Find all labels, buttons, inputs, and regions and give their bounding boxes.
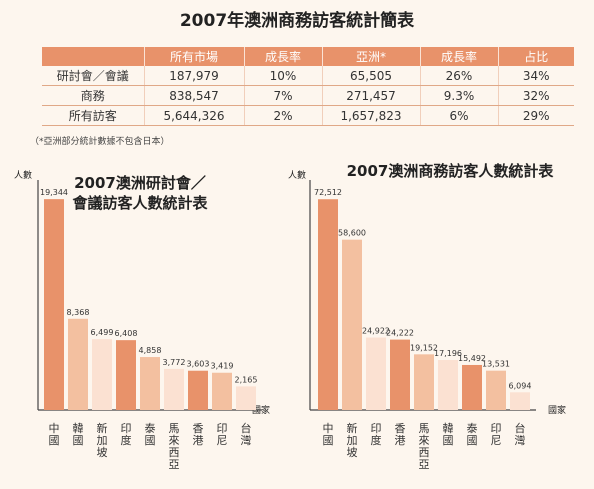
bar-7 — [462, 364, 482, 410]
data-label: 8,368 — [67, 308, 90, 317]
table-header-cell: 所有市場 — [144, 47, 245, 66]
y-axis-label: 人數 — [288, 169, 306, 181]
table-cell: 29% — [498, 105, 574, 126]
meetings-visitor-chart: 2007澳洲研討會／會議訪客人數統計表人數國家19,344中國8,368韓國6,… — [14, 169, 270, 471]
data-label: 6,094 — [509, 381, 532, 390]
data-label: 6,408 — [115, 329, 138, 338]
table-row: 研討會／會議 187,979 10% 65,505 26% 34% — [42, 66, 574, 86]
summary-table: 所有市場 成長率 亞洲* 成長率 占比 研討會／會議 187,979 10% 6… — [42, 47, 574, 126]
category-label: 香港 — [395, 422, 406, 447]
table-cell: 2% — [244, 105, 323, 126]
bar-1 — [318, 199, 338, 410]
data-label: 3,603 — [187, 360, 210, 369]
bar-5 — [414, 354, 434, 410]
data-label: 19,152 — [410, 343, 438, 352]
bar-2 — [342, 239, 362, 410]
table-row-label: 商務 — [42, 85, 145, 106]
chart-title: 2007澳洲商務訪客人數統計表 — [347, 162, 555, 180]
data-label: 24,222 — [386, 329, 414, 338]
bar-8 — [212, 372, 232, 410]
bar-6 — [438, 360, 458, 410]
category-label: 香港 — [193, 422, 204, 447]
chart-title: 會議訪客人數統計表 — [72, 194, 208, 212]
data-label: 19,344 — [40, 188, 68, 197]
table-cell: 271,457 — [322, 85, 421, 106]
table-header-cell — [42, 47, 145, 66]
data-label: 24,922 — [362, 327, 390, 336]
data-label: 58,600 — [338, 229, 366, 238]
category-label: 中國 — [323, 422, 334, 447]
table-header-cell: 成長率 — [244, 47, 323, 66]
table-cell: 838,547 — [144, 85, 245, 106]
category-label: 馬來西亞 — [419, 422, 430, 471]
bar-6 — [164, 368, 184, 410]
category-label: 台灣 — [241, 421, 252, 447]
table-cell: 9.3% — [420, 85, 499, 106]
category-label: 泰國 — [467, 421, 478, 447]
chart-title: 2007澳洲研討會／ — [74, 174, 206, 192]
table-cell: 7% — [244, 85, 323, 106]
data-label: 72,512 — [314, 188, 342, 197]
summary-title: 2007年澳洲商務訪客統計簡表 — [179, 11, 415, 31]
category-label: 台灣 — [515, 421, 526, 447]
table-cell: 1,657,823 — [322, 105, 421, 126]
category-label: 印度 — [121, 422, 132, 447]
data-label: 17,196 — [434, 349, 462, 358]
table-cell: 187,979 — [144, 66, 245, 86]
table-footnote: （*亞洲部分統計數據不包含日本） — [30, 137, 170, 147]
category-label: 泰國 — [145, 421, 156, 447]
bar-3 — [92, 339, 112, 410]
table-header-cell: 占比 — [498, 47, 574, 66]
category-label: 韓國 — [443, 422, 454, 447]
category-label: 新加坡 — [97, 421, 108, 459]
data-label: 3,772 — [163, 358, 186, 367]
category-label: 印尼 — [491, 422, 502, 447]
data-label: 4,858 — [139, 346, 162, 355]
category-label: 韓國 — [73, 422, 84, 447]
bar-9 — [510, 392, 530, 410]
x-axis-label: 國家 — [548, 404, 566, 416]
table-cell: 26% — [420, 66, 499, 86]
table-cell: 6% — [420, 105, 499, 126]
table-cell: 5,644,326 — [144, 105, 245, 126]
category-label: 印尼 — [217, 422, 228, 447]
bar-4 — [116, 340, 136, 410]
bar-9 — [236, 386, 256, 410]
table-cell: 65,505 — [322, 66, 421, 86]
bar-1 — [44, 199, 64, 410]
category-label: 馬來西亞 — [169, 422, 180, 471]
category-label: 印度 — [371, 422, 382, 447]
bar-3 — [366, 337, 386, 410]
y-axis-label: 人數 — [14, 169, 32, 181]
table-header-cell: 成長率 — [420, 47, 499, 66]
category-label: 新加坡 — [347, 421, 358, 459]
bar-7 — [188, 370, 208, 410]
table-cell: 32% — [498, 85, 574, 106]
data-label: 2,165 — [235, 375, 258, 384]
table-header-cell: 亞洲* — [322, 47, 421, 66]
table-cell: 34% — [498, 66, 574, 86]
table-row: 商務 838,547 7% 271,457 9.3% 32% — [42, 85, 574, 106]
category-label: 中國 — [49, 422, 60, 447]
bar-4 — [390, 339, 410, 410]
data-label: 3,419 — [211, 362, 234, 371]
data-label: 13,531 — [482, 360, 510, 369]
table-row: 所有訪客 5,644,326 2% 1,657,823 6% 29% — [42, 105, 574, 126]
bar-8 — [486, 370, 506, 410]
bar-2 — [68, 318, 88, 410]
data-label: 15,492 — [458, 354, 486, 363]
table-cell: 10% — [244, 66, 323, 86]
data-label: 6,499 — [91, 328, 114, 337]
table-row-label: 所有訪客 — [42, 105, 145, 126]
bar-5 — [140, 357, 160, 410]
table-header-row: 所有市場 成長率 亞洲* 成長率 占比 — [42, 47, 574, 66]
table-row-label: 研討會／會議 — [42, 66, 145, 86]
